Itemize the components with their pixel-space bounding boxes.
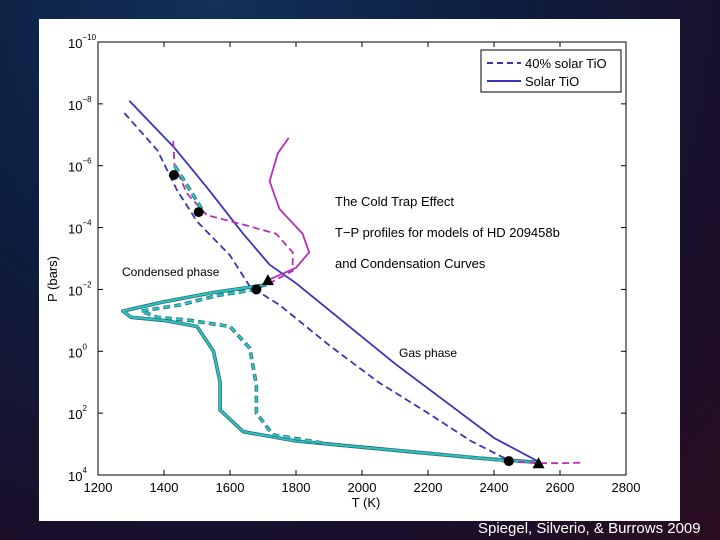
series-magenta_tail	[507, 460, 584, 465]
x-tick-label: 1600	[216, 480, 245, 495]
y-tick-exponent: −8	[82, 95, 92, 104]
credit-text: Spiegel, Silverio, & Burrows 2009	[478, 520, 701, 537]
annotation-title-2: T−P profiles for models of HD 209458b	[335, 225, 560, 240]
y-tick-label: 10−4	[68, 219, 92, 237]
annotation-title-3: and Condensation Curves	[335, 256, 486, 271]
y-tick-label: 10−10	[68, 33, 97, 51]
marker-circle	[503, 456, 514, 467]
y-tick-label: 10−6	[68, 157, 92, 175]
y-tick-label: 100	[68, 342, 87, 360]
y-tick-exponent: −10	[82, 33, 96, 42]
x-tick-label: 1200	[84, 480, 113, 495]
x-tick-label: 1400	[150, 480, 179, 495]
chart-legend: 40% solar TiO Solar TiO	[480, 49, 622, 93]
y-tick-exponent: −4	[82, 219, 92, 228]
x-tick-label: 2000	[348, 480, 377, 495]
series-tio40_cyan-outline	[139, 287, 508, 463]
x-tick-label: 2200	[414, 480, 443, 495]
marker-circle	[251, 284, 262, 295]
y-tick-exponent: −6	[82, 157, 92, 166]
marker-circle	[193, 207, 204, 218]
series-solar_tp	[128, 100, 541, 464]
series-layer	[121, 100, 584, 465]
y-tick-label: 102	[68, 404, 87, 422]
series-tio40_cyan_upper	[173, 165, 205, 213]
marker-triangle	[261, 274, 274, 286]
y-axis-label: P (bars)	[45, 256, 60, 302]
legend-label: Solar TiO	[525, 74, 579, 89]
figure-panel: 1200 1400 1600 1800 2000 2200 2400 2600 2800 10−1…	[39, 19, 680, 521]
series-solar_magenta	[265, 137, 311, 284]
y-tick-exponent: 4	[82, 466, 87, 475]
y-tick-exponent: 0	[82, 342, 87, 351]
x-tick-label: 2600	[546, 480, 575, 495]
annotation-condensed-phase: Condensed phase	[122, 265, 220, 279]
series-tio40_cyan	[139, 288, 508, 463]
legend-box	[480, 49, 622, 93]
y-tick-exponent: 2	[82, 404, 87, 413]
labels-layer: The Cold Trap Effect T−P profiles for mo…	[45, 194, 560, 510]
y-tick-exponent: −2	[82, 280, 92, 289]
x-axis-label: T (K)	[352, 495, 381, 510]
annotation-title-1: The Cold Trap Effect	[335, 194, 454, 209]
x-tick-label: 2800	[612, 480, 641, 495]
annotation-gas-phase: Gas phase	[399, 346, 457, 360]
x-tick-label: 1800	[282, 480, 311, 495]
tp-profile-chart: 1200 1400 1600 1800 2000 2200 2400 2600 2800 10−1…	[45, 33, 641, 510]
legend-label: 40% solar TiO	[525, 56, 607, 71]
x-tick-label: 2400	[480, 480, 509, 495]
marker-triangle	[532, 457, 545, 469]
series-tio40_magenta_upper	[172, 140, 294, 291]
series-tio40_tp	[123, 112, 521, 464]
marker-circle	[168, 169, 179, 180]
marker-layer	[168, 169, 545, 469]
y-tick-label: 10−8	[68, 95, 92, 113]
y-tick-label: 10−2	[68, 280, 92, 298]
